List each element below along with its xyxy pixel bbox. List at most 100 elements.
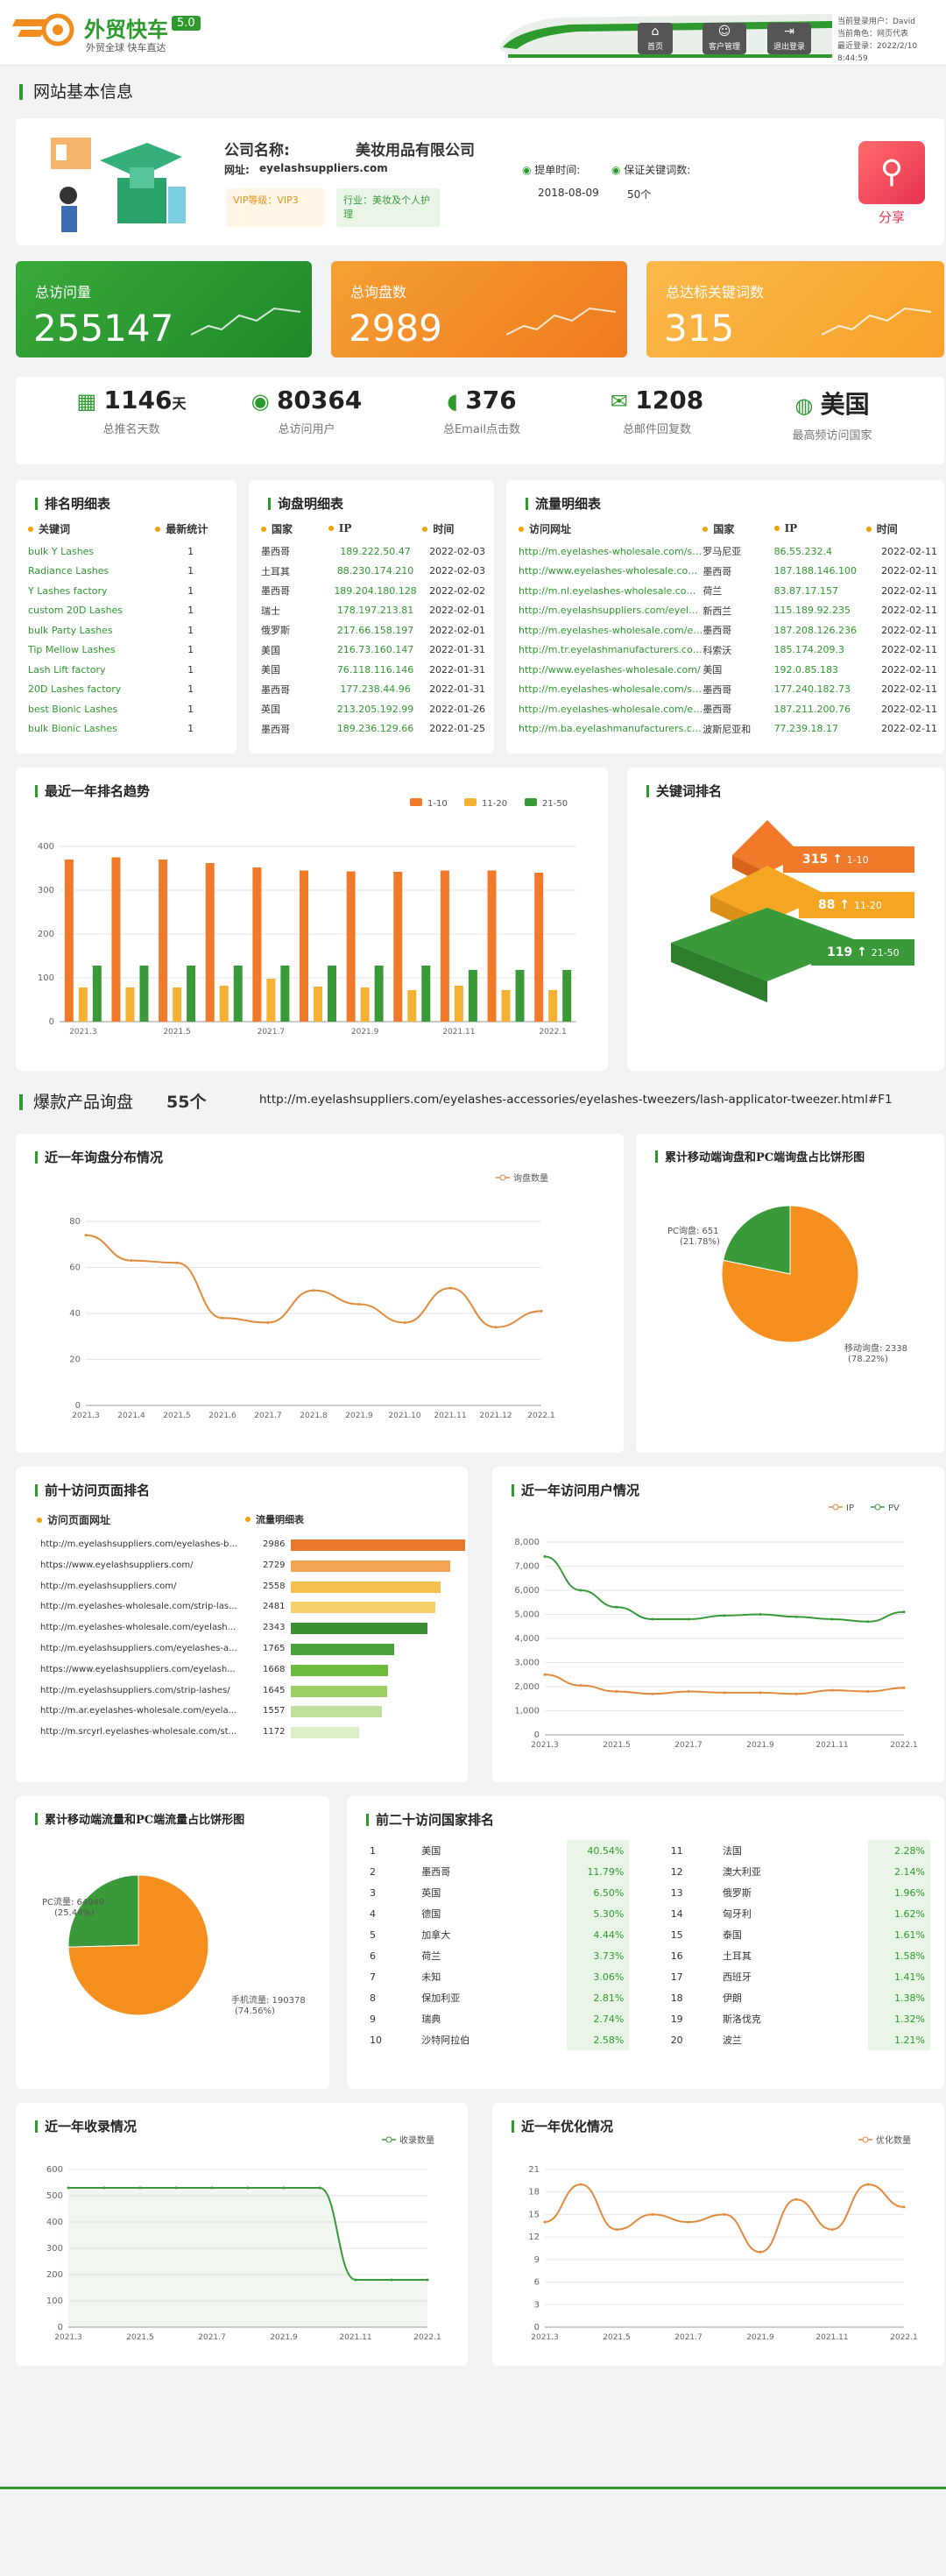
rank-number: 4 — [370, 1907, 376, 1920]
nav-customer-button[interactable]: ☺ 客户管理 — [702, 23, 746, 54]
data-point — [651, 1617, 654, 1621]
bar — [266, 979, 276, 1022]
card-title: 近一年访问用户情况 — [512, 1481, 639, 1499]
page-url[interactable]: https://www.eyelashsuppliers.com/ — [40, 1560, 194, 1570]
spacer — [629, 1966, 670, 1987]
y-tick-label: 7,000 — [514, 1562, 540, 1572]
table-cell: bulk Bionic Lashes — [28, 723, 117, 735]
page-url[interactable]: http://m.eyelashsuppliers.com/eyelashes-… — [40, 1539, 237, 1549]
rank-number: 17 — [670, 1971, 683, 1983]
legend-label: PV — [888, 1504, 900, 1513]
x-tick-label: 2021.9 — [746, 1741, 774, 1750]
bar — [487, 870, 497, 1022]
spacer — [629, 1945, 670, 1966]
pyramid-label-1: 315 ↑ 1-10 — [802, 853, 869, 867]
legend-marker — [499, 1174, 506, 1181]
page-url[interactable]: http://m.srcyrl.eyelashes-wholesale.com/… — [40, 1727, 237, 1737]
legend-label: 询盘数量 — [513, 1172, 548, 1184]
list-item: http://m.eyelashsuppliers.com/strip-lash… — [28, 1683, 466, 1701]
country-name: 保加利亚 — [421, 1992, 461, 2004]
company-label: 公司名称: — [224, 142, 290, 159]
table-cell: 1 — [187, 683, 194, 696]
bar — [252, 867, 262, 1022]
country-percent: 2.28% — [867, 1840, 930, 1861]
page-url[interactable]: http://m.eyelashsuppliers.com/strip-lash… — [40, 1685, 230, 1695]
table-row: 8 保加利亚 2.81% 18 伊朗 1.38% — [370, 1987, 930, 2008]
table-cell: 20D Lashes factory — [28, 683, 122, 696]
keyword-pyramid — [671, 820, 914, 1002]
y-tick-label: 20 — [69, 1355, 81, 1365]
pie-slice — [67, 1874, 209, 2016]
y-tick-label: 15 — [528, 2210, 540, 2219]
legend-label: 优化数量 — [876, 2134, 911, 2146]
table-cell: 墨西哥 — [702, 683, 732, 696]
col-header-text: 访问页面网址 — [47, 1514, 111, 1526]
x-tick-label: 2021.3 — [531, 1741, 559, 1750]
list-item: http://m.eyelashsuppliers.com/eyelashes-… — [28, 1537, 466, 1554]
card-title: 累计移动端询盘和PC端询盘占比饼形图 — [655, 1148, 865, 1164]
data-point — [723, 1614, 726, 1617]
nav-home-button[interactable]: ⌂ 首页 — [638, 23, 673, 54]
y-tick-label: 300 — [46, 2244, 63, 2254]
table-cell: 2022-02-11 — [881, 663, 937, 676]
section-title-site: 网站基本信息 — [19, 79, 133, 103]
user-info-line: 当前登录用户：David — [837, 18, 915, 26]
country-percent: 2.14% — [867, 1861, 930, 1882]
legend-label: 收录数量 — [399, 2134, 434, 2146]
bullet-icon — [702, 526, 709, 532]
card-title: 近一年询盘分布情况 — [35, 1148, 163, 1166]
page-url[interactable]: http://m.ar.eyelashes-wholesale.com/eyel… — [40, 1706, 237, 1716]
table-header: 访问网址 — [519, 515, 702, 541]
traffic-table: 访问网址 国家 IP 时间 http://m.eyelashes-wholesale.c… — [519, 515, 937, 739]
card-title: 近一年收录情况 — [35, 2117, 137, 2135]
brand-name: 外贸快车 — [84, 18, 168, 42]
rank-number: 13 — [670, 1886, 683, 1899]
x-tick-label: 2021.11 — [815, 2333, 848, 2342]
page-url[interactable]: http://m.eyelashes-wholesale.com/strip-l… — [40, 1602, 237, 1612]
table-cell: http://m.eyelashes-wholesale.com/strip-l… — [519, 545, 703, 557]
x-tick-label: 2021.9 — [746, 2333, 774, 2342]
pyramid-label-3: 119 ↑ 21-50 — [827, 945, 900, 959]
page-url[interactable]: http://m.eyelashes-wholesale.com/eyelash… — [40, 1623, 236, 1633]
table-cell: 美国 — [261, 644, 280, 656]
rank-trend-chart: 0 100 200 300 400 2021.3 2021.5 2021.7 2021.9 202… — [38, 798, 576, 1037]
section-title-hot: 爆款产品询盘 — [19, 1089, 133, 1113]
table-cell: http://m.eyelashes-wholesale.com/strip-l… — [519, 683, 703, 696]
mini-stat-unit: 天 — [172, 395, 187, 412]
table-cell: 英国 — [261, 704, 280, 716]
table-cell: 185.174.209.3 — [773, 644, 845, 656]
bar — [280, 966, 290, 1022]
rank-number: 10 — [370, 2034, 382, 2046]
table-cell: 77.239.18.17 — [773, 723, 839, 735]
x-tick-label: 2021.3 — [531, 2333, 559, 2342]
visit-users-card: 近一年访问用户情况 0 1,000 2,000 3,000 4,000 5,000 6,00… — [492, 1467, 944, 1782]
data-point — [830, 2228, 834, 2232]
rank-number: 18 — [670, 1992, 683, 2004]
list-item: http://m.eyelashsuppliers.com/eyelashes-… — [28, 1641, 466, 1659]
spacer — [629, 1903, 670, 1924]
rank-number: 14 — [670, 1907, 683, 1920]
page-url[interactable]: http://m.eyelashsuppliers.com/eyelashes-… — [40, 1644, 237, 1653]
y-tick-label: 1,000 — [514, 1707, 540, 1716]
bar — [300, 870, 308, 1022]
bar — [468, 970, 477, 1022]
table-row: 墨西哥 189.204.180.128 2022-02-02 — [261, 581, 485, 601]
y-tick-label: 400 — [46, 2218, 63, 2227]
x-tick-label: 2021.11 — [442, 1028, 475, 1037]
page-url[interactable]: https://www.eyelashsuppliers.com/eyelash… — [40, 1664, 236, 1674]
share-button[interactable]: ⚲ 分享 — [858, 141, 925, 225]
brand-logo-icon — [12, 13, 74, 46]
table-row: 土耳其 88.230.174.210 2022-02-03 — [261, 562, 485, 582]
hot-product-link[interactable]: http://m.eyelashsuppliers.com/eyelashes-… — [259, 1093, 893, 1107]
data-point — [687, 1690, 690, 1693]
page-url[interactable]: http://m.eyelashsuppliers.com/ — [40, 1581, 177, 1591]
mobile-pc-flow-card: 累计移动端流量和PC端流量占比饼形图 PC流量: 64949 (25.44%) 手… — [16, 1796, 329, 2089]
nav-logout-button[interactable]: ⇥ 退出登录 — [767, 23, 811, 54]
x-tick-label: 2021.7 — [198, 2333, 226, 2342]
data-point — [543, 2220, 547, 2224]
page-count: 1668 — [263, 1664, 286, 1674]
table-cell: 1 — [187, 605, 194, 617]
mini-stat-value: 1208 — [635, 386, 704, 414]
up-arrow-icon: ↑ — [828, 853, 847, 867]
table-cell: 新西兰 — [702, 605, 732, 617]
